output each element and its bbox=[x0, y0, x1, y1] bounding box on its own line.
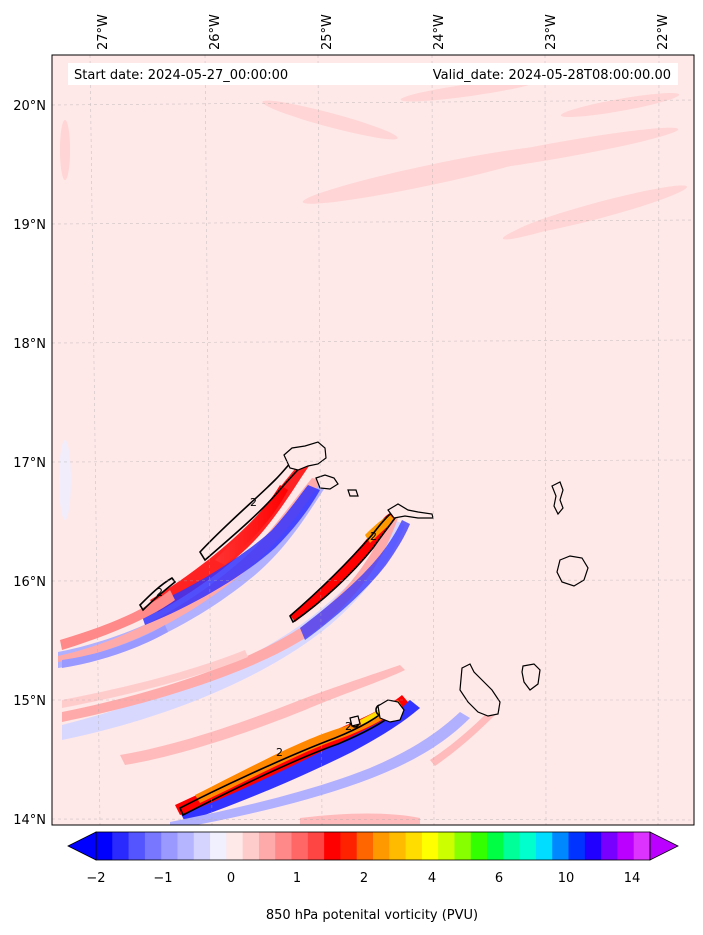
colorbar-cell bbox=[144, 832, 162, 860]
colorbar-cell bbox=[210, 832, 227, 860]
colorbar: −2 −1 0 1 2 4 6 10 14 850 hPa potenital … bbox=[67, 831, 679, 923]
colorbar-cell bbox=[454, 832, 472, 860]
colorbar-cell bbox=[193, 832, 211, 860]
lat-tick-labels: 20°N 19°N 18°N 17°N 16°N 15°N 14°N bbox=[13, 99, 46, 828]
colorbar-cell bbox=[307, 832, 325, 860]
colorbar-cell bbox=[373, 832, 390, 860]
colorbar-cell bbox=[584, 832, 602, 860]
colorbar-ticks: −2 −1 0 1 2 4 6 10 14 bbox=[86, 871, 640, 886]
colorbar-cell bbox=[226, 832, 244, 860]
lat-tick: 20°N bbox=[13, 99, 46, 114]
contour-label: 2 bbox=[276, 746, 283, 759]
colorbar-frame bbox=[95, 831, 651, 861]
contour-label: 2 bbox=[370, 530, 377, 543]
colorbar-min-extension bbox=[67, 831, 97, 861]
colorbar-tick: 1 bbox=[293, 871, 301, 886]
colorbar-label: 850 hPa potenital vorticity (PVU) bbox=[266, 908, 478, 923]
colorbar-cell bbox=[421, 832, 439, 860]
map-field: 2 2 2 2 2 bbox=[52, 55, 694, 825]
coastlines bbox=[283, 441, 589, 727]
valid-date-label: Valid_date: 2024-05-28T08:00:00.00 bbox=[433, 68, 671, 83]
lat-tick: 18°N bbox=[13, 337, 46, 352]
island-maio bbox=[521, 663, 541, 691]
contour-label: 2 bbox=[250, 496, 257, 509]
colorbar-cell bbox=[275, 832, 293, 860]
colorbar-cells bbox=[96, 832, 651, 860]
contour-label: 2 bbox=[156, 586, 163, 599]
contour-labels: 2 2 2 2 2 bbox=[156, 496, 377, 759]
colorbar-cell bbox=[356, 832, 374, 860]
colorbar-cell bbox=[389, 832, 407, 860]
island-santo-antao bbox=[283, 441, 327, 471]
colorbar-cell bbox=[519, 832, 537, 860]
colorbar-max-extension bbox=[649, 831, 679, 861]
lon-tick: 26°W bbox=[208, 14, 223, 50]
colorbar-cell bbox=[633, 832, 651, 860]
island-sal bbox=[551, 481, 564, 516]
lat-tick: 17°N bbox=[13, 456, 46, 471]
lon-tick: 22°W bbox=[656, 14, 671, 50]
lon-tick: 25°W bbox=[320, 14, 335, 50]
wake-north bbox=[58, 458, 330, 668]
colorbar-cell bbox=[487, 832, 504, 860]
colorbar-cell bbox=[112, 832, 130, 860]
colorbar-cell bbox=[470, 832, 488, 860]
colorbar-cell bbox=[177, 832, 195, 860]
gridlines bbox=[52, 55, 694, 825]
start-date-label: Start date: 2024-05-27_00:00:00 bbox=[74, 68, 288, 83]
map-frame bbox=[51, 54, 695, 826]
colorbar-cell bbox=[324, 832, 341, 860]
colorbar-cell bbox=[258, 832, 276, 860]
colorbar-tick: −2 bbox=[86, 871, 105, 886]
colorbar-cell bbox=[242, 832, 260, 860]
colorbar-cell bbox=[568, 832, 586, 860]
lon-tick: 24°W bbox=[432, 14, 447, 50]
island-sao-nicolau bbox=[387, 503, 434, 519]
lat-tick: 19°N bbox=[13, 218, 46, 233]
colorbar-tick: 6 bbox=[495, 871, 503, 886]
island-boa-vista bbox=[556, 555, 589, 587]
island-brava bbox=[349, 715, 361, 727]
colorbar-cell bbox=[552, 832, 570, 860]
contour-label: 2 bbox=[345, 720, 352, 733]
colorbar-tick: 14 bbox=[624, 871, 641, 886]
wake-south bbox=[120, 665, 500, 825]
colorbar-tick: 2 bbox=[360, 871, 368, 886]
colorbar-cell bbox=[601, 832, 618, 860]
colorbar-cell bbox=[96, 832, 113, 860]
island-fogo bbox=[377, 699, 405, 723]
colorbar-tick: 0 bbox=[227, 871, 235, 886]
colorbar-cell bbox=[503, 832, 521, 860]
colorbar-tick: −1 bbox=[153, 871, 172, 886]
lat-tick: 16°N bbox=[13, 575, 46, 590]
colorbar-cell bbox=[291, 832, 309, 860]
lon-tick: 27°W bbox=[96, 14, 111, 50]
lat-tick: 14°N bbox=[13, 813, 46, 828]
colorbar-cell bbox=[161, 832, 178, 860]
colorbar-cell bbox=[438, 832, 455, 860]
colorbar-cell bbox=[535, 832, 553, 860]
colorbar-cell bbox=[128, 832, 146, 860]
lon-tick: 23°W bbox=[544, 14, 559, 50]
header-box bbox=[68, 63, 678, 85]
lon-tick-labels: 27°W 26°W 25°W 24°W 23°W 22°W bbox=[96, 14, 671, 50]
colorbar-tick: 10 bbox=[558, 871, 575, 886]
colorbar-cell bbox=[617, 832, 635, 860]
colorbar-cell bbox=[340, 832, 358, 860]
lat-tick: 15°N bbox=[13, 694, 46, 709]
background-streaks bbox=[59, 78, 687, 520]
colorbar-cell bbox=[405, 832, 423, 860]
island-santa-luzia bbox=[347, 489, 359, 497]
colorbar-tick: 4 bbox=[428, 871, 436, 886]
